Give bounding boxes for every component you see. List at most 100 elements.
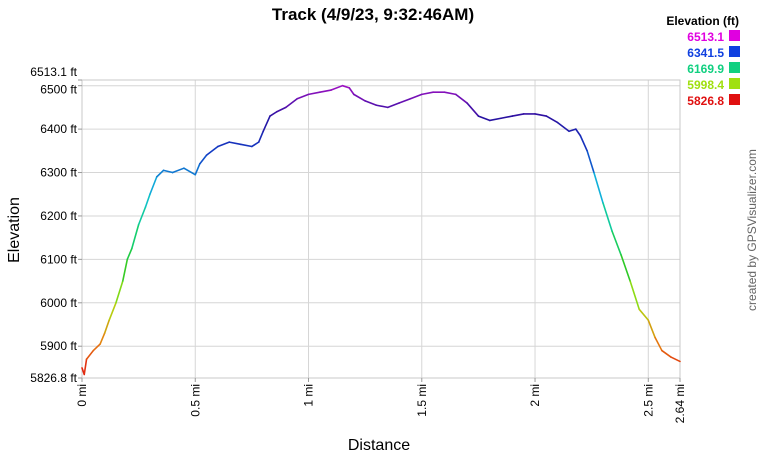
profile-segment	[115, 280, 124, 304]
profile-point	[122, 280, 124, 282]
grid-lines	[82, 80, 680, 378]
profile-point	[172, 171, 174, 174]
profile-point	[307, 93, 310, 95]
profile-segment	[194, 163, 201, 176]
profile-point	[620, 254, 622, 256]
legend-entry-label: 5998.4	[687, 78, 724, 92]
profile-point	[83, 373, 85, 376]
profile-segment	[239, 143, 253, 148]
profile-segment	[183, 167, 197, 176]
profile-segment	[103, 319, 110, 334]
profile-point	[108, 319, 110, 321]
profile-segment	[319, 89, 332, 94]
profile-segment	[171, 167, 185, 174]
profile-point	[409, 98, 412, 100]
profile-point	[654, 336, 656, 339]
y-axis-ticks: 5826.8 ft 5900 ft 6000 ft 6100 ft 6200 ft 630…	[30, 65, 82, 385]
profile-segment	[307, 91, 321, 96]
profile-point	[511, 115, 513, 117]
profile-segment	[262, 115, 271, 133]
profile-segment	[364, 100, 378, 107]
profile-segment	[375, 104, 389, 109]
legend-swatch	[729, 46, 740, 57]
profile-segment	[348, 87, 355, 96]
profile-point	[443, 91, 446, 93]
profile-point	[647, 319, 649, 321]
x-axis-ticks: 0 mi 0.5 mi 1 mi 1.5 mi 2 mi 2.5 mi 2.64 mi	[75, 378, 687, 423]
profile-point	[421, 93, 423, 95]
profile-point	[262, 130, 264, 132]
x-tick-label: 2 mi	[528, 384, 542, 407]
profile-point	[126, 258, 128, 260]
profile-segment	[285, 97, 298, 109]
profile-point	[205, 154, 208, 156]
profile-segment	[251, 141, 260, 148]
profile-point	[131, 247, 133, 250]
x-tick-label: 2.5 mi	[641, 384, 655, 417]
profile-segment	[205, 145, 219, 156]
profile-segment	[443, 91, 457, 96]
profile-segment	[670, 356, 681, 363]
profile-segment	[661, 349, 672, 358]
profile-point	[575, 128, 577, 130]
profile-segment	[511, 113, 525, 117]
profile-point	[296, 98, 298, 100]
profile-point	[258, 141, 260, 143]
profile-point	[568, 130, 570, 132]
legend-swatch	[729, 94, 740, 105]
profile-point	[81, 367, 83, 369]
profile-point	[375, 104, 378, 106]
profile-point	[85, 358, 88, 360]
profile-point	[330, 89, 332, 91]
profile-point	[387, 106, 389, 108]
profile-point	[183, 167, 185, 169]
y-tick-label: 5826.8 ft	[30, 371, 77, 385]
profile-segment	[534, 113, 548, 117]
profile-segment	[579, 134, 588, 152]
profile-point	[477, 115, 480, 117]
profile-segment	[155, 169, 165, 178]
y-tick-label: 6400 ft	[40, 122, 77, 136]
profile-segment	[144, 193, 151, 209]
profile-segment	[500, 115, 514, 120]
profile-segment	[121, 258, 129, 282]
profile-segment	[654, 336, 663, 352]
profile-segment	[586, 150, 595, 174]
profile-point	[341, 85, 344, 87]
profile-point	[276, 111, 278, 113]
profile-segment	[647, 319, 656, 339]
profile-point	[466, 102, 468, 104]
profile-segment	[398, 97, 412, 104]
profile-point	[489, 119, 491, 122]
profile-point	[319, 91, 321, 93]
profile-point	[194, 174, 196, 176]
profile-point	[455, 93, 457, 95]
chart-title: Track (4/9/23, 9:32:46AM)	[272, 5, 474, 24]
profile-point	[534, 113, 536, 115]
profile-segment	[217, 141, 231, 148]
y-tick-label: 6000 ft	[40, 296, 77, 310]
plot-area-border	[81, 79, 681, 379]
profile-point	[162, 169, 165, 171]
elevation-profile	[81, 84, 681, 376]
legend-entry-label: 6169.9	[687, 62, 724, 76]
profile-point	[661, 349, 663, 352]
profile-point	[239, 143, 242, 145]
profile-point	[269, 115, 271, 117]
profile-point	[611, 230, 613, 232]
profile-point	[144, 206, 147, 208]
profile-segment	[611, 230, 622, 256]
profile-point	[398, 102, 400, 104]
profile-segment	[488, 117, 502, 122]
profile-segment	[454, 93, 468, 104]
x-tick-label: 0.5 mi	[188, 384, 202, 417]
profile-segment	[466, 102, 480, 117]
profile-segment	[85, 349, 95, 361]
profile-point	[679, 360, 681, 363]
y-tick-label: 6200 ft	[40, 209, 77, 223]
profile-point	[432, 91, 434, 93]
profile-point	[285, 106, 287, 108]
legend-swatch	[729, 62, 740, 73]
legend-entry-label: 6513.1	[687, 30, 724, 44]
x-tick-label: 0 mi	[75, 384, 89, 407]
